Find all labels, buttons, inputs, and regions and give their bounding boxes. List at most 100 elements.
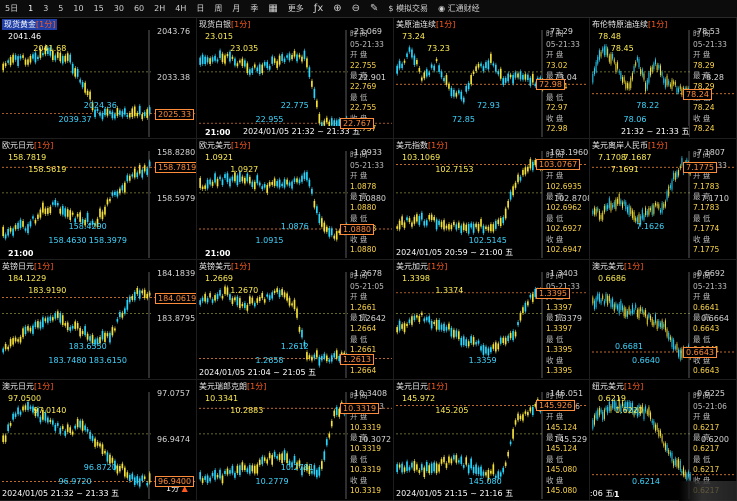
- chart-panel-3[interactable]: 布伦特原油连续[1分] 78.53 78.28 时 间 05-21:33 开 盘 78.29…: [590, 18, 737, 139]
- period-button-3[interactable]: 5: [58, 3, 64, 13]
- period-button-0[interactable]: 5日: [5, 3, 19, 13]
- chart-panel-0[interactable]: 现货黄金[1分] 2043.76 2033.38 2025.33 2041.46 2041…: [0, 18, 197, 139]
- panel-title[interactable]: 现货黄金[1分]: [2, 19, 58, 30]
- candle-body: [411, 462, 413, 468]
- candlestick-chart[interactable]: [0, 139, 197, 260]
- panel-title[interactable]: 美元指数[1分]: [396, 140, 447, 151]
- info-row: 7.1783: [693, 203, 727, 214]
- candle-body: [266, 459, 269, 464]
- zoom-in-icon[interactable]: ⊕: [333, 2, 342, 14]
- info-value: 1.3395: [546, 366, 573, 376]
- more-button[interactable]: 更多: [287, 3, 304, 13]
- candle-body: [663, 204, 665, 208]
- period-button-13[interactable]: 季: [250, 3, 259, 13]
- candle-body: [256, 67, 259, 72]
- chart-panel-8[interactable]: 英镑日元[1分] 184.1839 183.8795 184.0619 184.1229…: [0, 260, 197, 380]
- period-button-1[interactable]: 1: [28, 3, 34, 13]
- candle-body: [333, 353, 336, 358]
- layout-icon[interactable]: ▦: [268, 2, 278, 14]
- candle-body: [630, 78, 632, 89]
- price-marker: 158.4290: [68, 222, 107, 231]
- info-key: 最 高: [693, 71, 711, 81]
- panel-title[interactable]: 美元加元[1分]: [396, 261, 447, 272]
- period-button-9[interactable]: 4H: [175, 3, 187, 13]
- panel-title[interactable]: 纽元美元[1分]: [592, 381, 643, 392]
- candle-body: [522, 74, 524, 80]
- candle-body: [2, 435, 4, 443]
- candlestick-chart[interactable]: [590, 18, 737, 139]
- candle-body: [325, 226, 328, 232]
- chart-panel-1[interactable]: 现货白银[1分] 23.069 22.901 时 间 05-21:33 开 盘 22.755…: [197, 18, 394, 139]
- panel-title[interactable]: 欧元日元[1分]: [2, 140, 53, 151]
- candle-body: [44, 318, 47, 322]
- panel-title[interactable]: 欧元美元[1分]: [199, 140, 250, 151]
- candle-body: [204, 476, 206, 480]
- panel-title[interactable]: 美元离岸人民币[1分]: [592, 140, 667, 151]
- sim-trade-button[interactable]: $ 模拟交易: [383, 0, 433, 18]
- period-button-5[interactable]: 15: [93, 3, 104, 13]
- candle-body: [645, 310, 647, 317]
- candle-body: [593, 68, 595, 75]
- candle-body: [291, 55, 293, 60]
- panel-title[interactable]: 英镑日元[1分]: [2, 261, 53, 272]
- candlestick-chart[interactable]: [394, 380, 590, 501]
- candle-body: [17, 222, 19, 229]
- chart-panel-9[interactable]: 英镑美元[1分] 1.2678 1.2642 时 间 05-21:05 开 盘 1.2661…: [197, 260, 394, 380]
- info-row: 最 低: [693, 335, 727, 346]
- news-button[interactable]: ◉ 汇通财经: [433, 0, 485, 18]
- period-button-2[interactable]: 3: [43, 3, 49, 13]
- candle-body: [96, 441, 99, 446]
- period-button-11[interactable]: 周: [214, 3, 223, 13]
- zoom-out-icon[interactable]: ⊖: [351, 2, 361, 14]
- candle-body: [293, 178, 296, 182]
- panel-title[interactable]: 美元日元[1分]: [396, 381, 447, 392]
- period-button-10[interactable]: 日: [196, 3, 205, 13]
- timeframe-indicator[interactable]: 1分 ▲: [166, 483, 188, 494]
- info-key: 最 低: [546, 334, 564, 344]
- candlestick-chart[interactable]: [197, 139, 394, 260]
- candlestick-chart[interactable]: [394, 18, 590, 139]
- candle-body: [406, 53, 408, 58]
- candlestick-chart[interactable]: [394, 260, 590, 380]
- panel-title[interactable]: 美原油连续[1分]: [396, 19, 455, 30]
- period-button-7[interactable]: 60: [133, 3, 145, 13]
- formula-icon[interactable]: ƒx: [313, 2, 324, 14]
- chart-panel-5[interactable]: 欧元美元[1分] 1.0933 1.0880 时 间 05-21:33 开 盘 1.0878…: [197, 139, 394, 260]
- candlestick-chart[interactable]: [197, 380, 394, 501]
- period-button-4[interactable]: 10: [73, 3, 84, 13]
- candle-body: [615, 64, 617, 72]
- period-button-6[interactable]: 30: [113, 3, 124, 13]
- chart-panel-4[interactable]: 欧元日元[1分] 158.8280 158.5979 158.7819 158.7819…: [0, 139, 197, 260]
- candle-body: [126, 114, 129, 117]
- info-key: 最 高: [350, 313, 368, 323]
- panel-title[interactable]: 澳元美元[1分]: [592, 261, 643, 272]
- panel-title[interactable]: 布伦特原油连续[1分]: [592, 19, 667, 30]
- candle-body: [607, 406, 609, 414]
- panel-title[interactable]: 澳元日元[1分]: [2, 381, 53, 392]
- chart-panel-11[interactable]: 澳元美元[1分] 0.6692 0.6664 时 间 05-21:33 开 盘 0.6641…: [590, 260, 737, 380]
- candlestick-chart[interactable]: [0, 380, 197, 501]
- info-row: 最 高: [350, 313, 384, 324]
- chart-panel-2[interactable]: 美原油连续[1分] 73.29 73.04 时 间 05-21:33 开 盘 73.02 最 …: [394, 18, 590, 139]
- candle-body: [76, 68, 79, 77]
- candle-body: [668, 449, 670, 454]
- period-button-12[interactable]: 月: [232, 3, 241, 13]
- candle-body: [485, 346, 487, 354]
- draw-icon[interactable]: ✎: [370, 2, 379, 14]
- candlestick-chart[interactable]: [0, 18, 197, 139]
- candle-body: [615, 199, 617, 210]
- candlestick-chart[interactable]: [590, 139, 737, 260]
- candle-body: [311, 470, 313, 474]
- candle-body: [96, 338, 99, 345]
- candle-body: [411, 49, 413, 58]
- panel-title[interactable]: 现货白银[1分]: [199, 19, 250, 30]
- panel-title[interactable]: 英镑美元[1分]: [199, 261, 250, 272]
- panel-title[interactable]: 美元瑞郎克朗[1分]: [199, 381, 266, 392]
- chart-panel-12[interactable]: 澳元日元[1分] 97.0757 96.9474 96.9400 97.0500 97.0…: [0, 380, 197, 501]
- period-button-8[interactable]: 2H: [154, 3, 166, 13]
